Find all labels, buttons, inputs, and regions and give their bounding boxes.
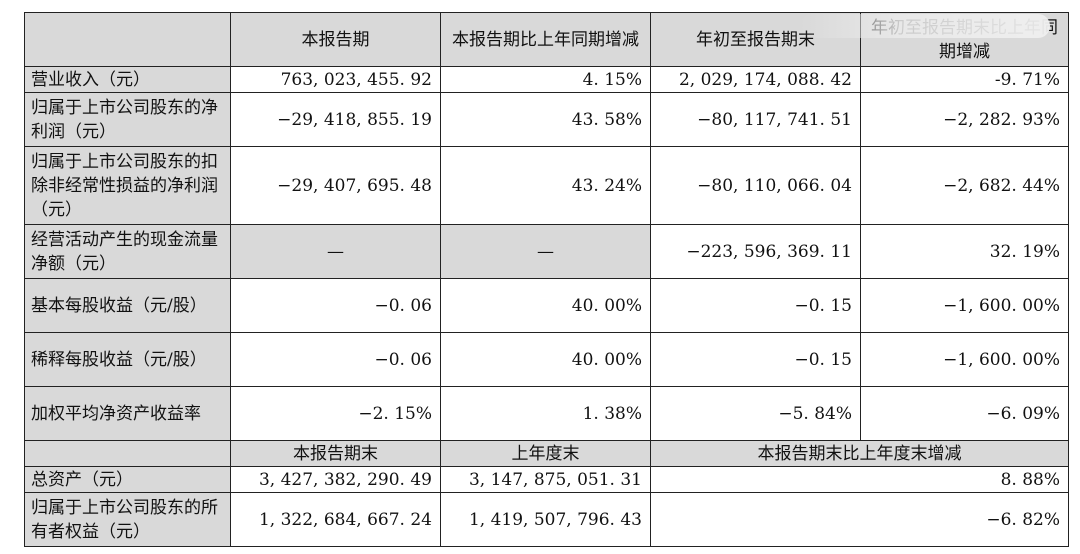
table-row: 归属于上市公司股东的扣除非经常性损益的净利润（元） −29, 407, 695.… <box>24 146 1069 225</box>
table-row: 加权平均净资产收益率 −2. 15% 1. 38% −5. 84% −6. 09… <box>24 386 1069 441</box>
row-label: 加权平均净资产收益率 <box>24 386 231 441</box>
subheader-period-end: 本报告期末 <box>230 440 441 467</box>
financial-table-container: 本报告期 本报告期比上年同期增减 年初至报告期末 年初至报告期末比上年同期增减 … <box>24 12 1069 547</box>
cell-value: −80, 117, 741. 51 <box>650 92 861 147</box>
header-ytd: 年初至报告期末 <box>650 12 861 67</box>
cell-value: −29, 418, 855. 19 <box>230 92 441 147</box>
table-row: 经营活动产生的现金流量净额（元） — — −223, 596, 369. 11 … <box>24 224 1069 279</box>
cell-value-na: — <box>440 224 651 279</box>
cell-value: −5. 84% <box>650 386 861 441</box>
cell-value: 4. 15% <box>440 66 651 93</box>
header-current-period-yoy: 本报告期比上年同期增减 <box>440 12 651 67</box>
cell-value: 40. 00% <box>440 278 651 333</box>
row-label: 总资产（元） <box>24 466 231 493</box>
table-row: 营业收入（元） 763, 023, 455. 92 4. 15% 2, 029,… <box>24 66 1069 93</box>
cell-value: 2, 029, 174, 088. 42 <box>650 66 861 93</box>
cell-value: 1. 38% <box>440 386 651 441</box>
cell-value: −2. 15% <box>230 386 441 441</box>
cell-value: −29, 407, 695. 48 <box>230 146 441 225</box>
subheader-prior-year-end: 上年度末 <box>440 440 651 467</box>
table-row: 基本每股收益（元/股） −0. 06 40. 00% −0. 15 −1, 60… <box>24 278 1069 333</box>
row-label: 稀释每股收益（元/股） <box>24 332 231 387</box>
row-label: 归属于上市公司股东的扣除非经常性损益的净利润（元） <box>24 146 231 225</box>
cell-value: −223, 596, 369. 11 <box>650 224 861 279</box>
subheader-blank-cell <box>24 440 231 467</box>
cell-value: 40. 00% <box>440 332 651 387</box>
financial-summary-table: 本报告期 本报告期比上年同期增减 年初至报告期末 年初至报告期末比上年同期增减 … <box>24 12 1069 547</box>
row-label: 归属于上市公司股东的净利润（元） <box>24 92 231 147</box>
cell-value: −0. 15 <box>650 278 861 333</box>
cell-value: −2, 282. 93% <box>860 92 1069 147</box>
watermark-overlay <box>800 14 1050 38</box>
header-current-period: 本报告期 <box>230 12 441 67</box>
cell-value: −80, 110, 066. 04 <box>650 146 861 225</box>
cell-value: -9. 71% <box>860 66 1069 93</box>
table-row: 稀释每股收益（元/股） −0. 06 40. 00% −0. 15 −1, 60… <box>24 332 1069 387</box>
cell-value: −0. 15 <box>650 332 861 387</box>
cell-value: 1, 419, 507, 796. 43 <box>440 492 651 547</box>
row-label: 归属于上市公司股东的所有者权益（元） <box>24 492 231 547</box>
cell-value-na: — <box>230 224 441 279</box>
cell-value: −6. 09% <box>860 386 1069 441</box>
row-label: 基本每股收益（元/股） <box>24 278 231 333</box>
cell-value: 763, 023, 455. 92 <box>230 66 441 93</box>
table-subheader-row: 本报告期末 上年度末 本报告期末比上年度末增减 <box>24 440 1069 467</box>
cell-value: −0. 06 <box>230 278 441 333</box>
table-row: 归属于上市公司股东的净利润（元） −29, 418, 855. 19 43. 5… <box>24 92 1069 147</box>
cell-value: 32. 19% <box>860 224 1069 279</box>
cell-value: 43. 58% <box>440 92 651 147</box>
cell-value: −1, 600. 00% <box>860 278 1069 333</box>
header-blank-cell <box>24 12 231 67</box>
row-label: 经营活动产生的现金流量净额（元） <box>24 224 231 279</box>
cell-value: −6. 82% <box>650 492 1069 547</box>
cell-value: 1, 322, 684, 667. 24 <box>230 492 441 547</box>
cell-value: 3, 427, 382, 290. 49 <box>230 466 441 493</box>
cell-value: 43. 24% <box>440 146 651 225</box>
subheader-change: 本报告期末比上年度末增减 <box>650 440 1069 467</box>
table-row: 总资产（元） 3, 427, 382, 290. 49 3, 147, 875,… <box>24 466 1069 493</box>
cell-value: −1, 600. 00% <box>860 332 1069 387</box>
table-row: 归属于上市公司股东的所有者权益（元） 1, 322, 684, 667. 24 … <box>24 492 1069 547</box>
cell-value: −0. 06 <box>230 332 441 387</box>
cell-value: 8. 88% <box>650 466 1069 493</box>
cell-value: −2, 682. 44% <box>860 146 1069 225</box>
cell-value: 3, 147, 875, 051. 31 <box>440 466 651 493</box>
row-label: 营业收入（元） <box>24 66 231 93</box>
